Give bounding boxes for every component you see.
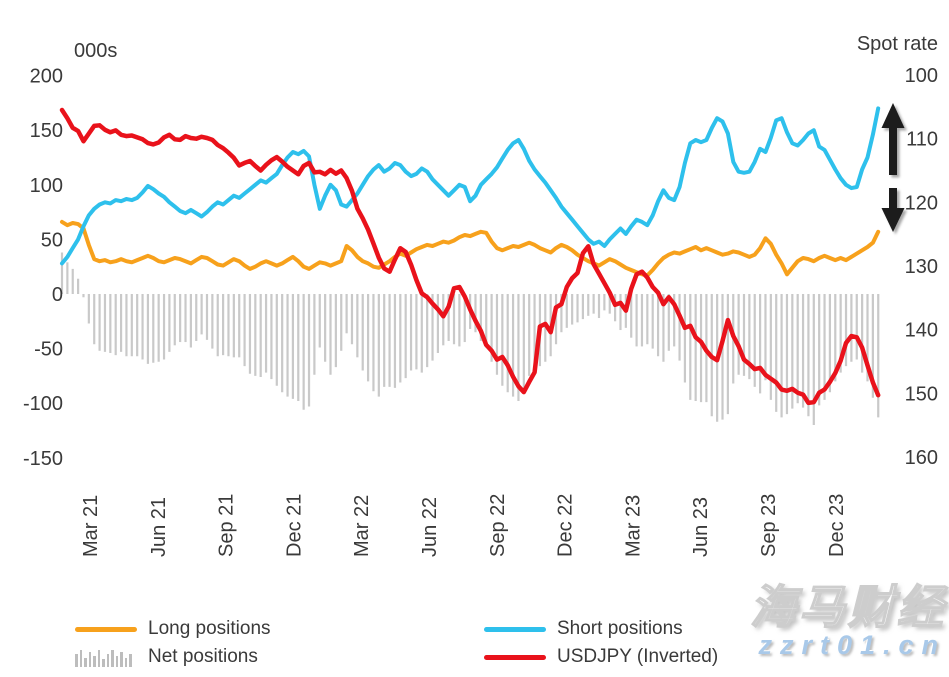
net-swatch-bar <box>79 650 82 667</box>
x-tick-label: Dec 22 <box>555 494 577 557</box>
x-tick-label: Mar 23 <box>622 495 644 557</box>
x-tick-label: Sep 22 <box>487 494 509 557</box>
left-axis-ticks: 200 150 100 50 0 -50 -100 -150 <box>23 66 63 470</box>
range-arrow-down-icon <box>881 188 905 232</box>
left-axis-title: 000s <box>74 40 117 62</box>
right-tick-label: 160 <box>905 447 938 469</box>
long-positions-line-swatch <box>75 626 137 632</box>
right-tick-label: 150 <box>905 383 938 405</box>
long-positions-line <box>60 219 881 278</box>
right-axis-ticks: 100 110 120 130 140 150 160 <box>905 65 938 469</box>
legend-item-long-positions: Long positions <box>75 616 271 642</box>
legend-item-usdjpy: USDJPY (Inverted) <box>484 644 718 670</box>
left-tick-label: 200 <box>30 66 63 88</box>
net-swatch-bar <box>93 656 96 667</box>
legend-item-net-positions: Net positions <box>75 644 258 670</box>
legend-label: Long positions <box>148 618 271 639</box>
left-tick-label: 0 <box>52 284 63 306</box>
x-tick-label: Dec 23 <box>826 494 848 557</box>
x-tick-label: Dec 21 <box>283 494 305 557</box>
short-positions-line-swatch <box>484 626 546 632</box>
legend-label: Net positions <box>148 646 258 667</box>
net-swatch-bar <box>111 650 114 667</box>
x-axis-ticks: Mar 21 Jun 21 Sep 21 Dec 21 Mar 22 Jun 22 Sep … <box>80 494 848 557</box>
right-tick-label: 130 <box>905 256 938 278</box>
legend-label: USDJPY (Inverted) <box>557 646 719 667</box>
right-tick-label: 120 <box>905 192 938 214</box>
net-swatch-bar <box>124 658 127 667</box>
net-positions-bars <box>60 252 880 426</box>
net-swatch-bar <box>97 650 100 667</box>
x-tick-label: Sep 21 <box>216 494 238 557</box>
net-swatch-bar <box>115 656 118 667</box>
net-swatch-bar <box>88 652 91 667</box>
x-tick-label: Mar 22 <box>351 495 373 557</box>
net-swatch-bar <box>84 658 87 667</box>
left-tick-label: -50 <box>34 339 63 361</box>
right-tick-label: 140 <box>905 320 938 342</box>
right-tick-label: 110 <box>906 129 938 151</box>
legend-label: Short positions <box>557 618 683 639</box>
net-swatch-bar <box>106 654 109 667</box>
net-swatch-bar <box>75 654 78 667</box>
net-positions-bars-swatch <box>75 647 137 667</box>
spot-range-arrows <box>881 103 905 232</box>
left-tick-label: -100 <box>23 393 63 415</box>
net-swatch-bar <box>129 654 132 667</box>
x-tick-label: Jun 23 <box>690 497 712 557</box>
x-tick-label: Jun 21 <box>148 497 170 557</box>
series-lines <box>59 106 881 406</box>
usdjpy-line <box>59 107 881 406</box>
net-swatch-bar <box>120 652 123 667</box>
usdjpy-line-swatch <box>484 654 546 660</box>
legend-item-short-positions: Short positions <box>484 616 683 642</box>
positions-chart-canvas: 000s Spot rate 200 150 100 50 0 -50 -100 -150 1… <box>23 33 938 557</box>
net-swatch-bar <box>102 659 105 667</box>
watermark-site: zzrt01.cn <box>758 630 946 660</box>
x-tick-label: Jun 22 <box>419 497 441 557</box>
left-tick-label: -150 <box>23 448 63 470</box>
right-tick-label: 100 <box>905 65 938 87</box>
left-tick-label: 50 <box>41 229 63 251</box>
x-tick-label: Sep 23 <box>758 494 780 557</box>
left-tick-label: 100 <box>30 175 63 197</box>
x-tick-label: Mar 21 <box>80 495 102 557</box>
short-positions-line <box>60 106 881 266</box>
right-axis-title: Spot rate <box>857 33 938 55</box>
left-tick-label: 150 <box>30 120 63 142</box>
range-arrow-up-icon <box>881 103 905 175</box>
